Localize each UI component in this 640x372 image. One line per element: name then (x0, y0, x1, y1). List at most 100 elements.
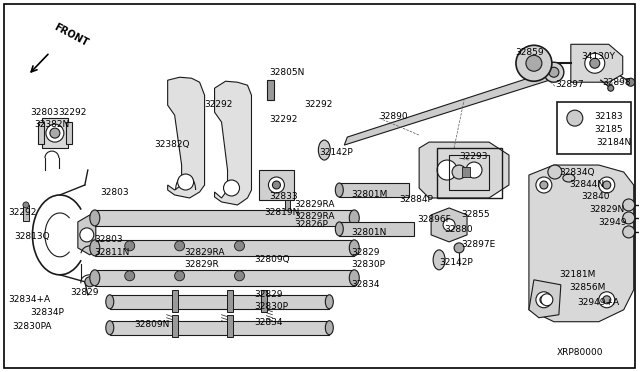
Ellipse shape (335, 183, 343, 197)
Circle shape (590, 58, 600, 68)
Polygon shape (66, 122, 72, 144)
Circle shape (623, 226, 635, 238)
Circle shape (585, 53, 605, 73)
Circle shape (125, 271, 135, 281)
Text: 34130Y: 34130Y (581, 52, 615, 61)
Text: 32382N: 32382N (34, 120, 69, 129)
Text: 32181M: 32181M (559, 270, 595, 279)
Bar (23, 205, 29, 221)
Text: 32834+A: 32834+A (8, 295, 50, 304)
Ellipse shape (433, 250, 445, 270)
Text: 32840: 32840 (581, 192, 609, 201)
Circle shape (234, 241, 244, 251)
Text: 32801N: 32801N (351, 228, 387, 237)
Bar (262, 290, 268, 312)
Bar (172, 290, 178, 312)
Bar (110, 321, 330, 335)
Text: 32834Q: 32834Q (559, 168, 595, 177)
Text: 32834: 32834 (351, 280, 380, 289)
Text: 32949+A: 32949+A (577, 298, 619, 307)
Bar (95, 270, 355, 286)
Text: 32896F: 32896F (417, 215, 451, 224)
Circle shape (437, 160, 457, 180)
Bar (227, 315, 232, 337)
Ellipse shape (90, 210, 100, 226)
Text: 32898: 32898 (603, 78, 632, 87)
Text: FRONT: FRONT (52, 22, 90, 48)
Text: 32292: 32292 (58, 108, 86, 117)
Text: 32859: 32859 (515, 48, 543, 57)
Polygon shape (571, 44, 623, 82)
Circle shape (536, 292, 552, 308)
Ellipse shape (325, 295, 333, 309)
Text: 32830P: 32830P (351, 260, 385, 269)
Text: 32830PA: 32830PA (12, 322, 51, 331)
Text: 32855: 32855 (461, 210, 490, 219)
Text: 32819N: 32819N (264, 208, 300, 217)
Bar (268, 80, 275, 100)
Circle shape (540, 181, 548, 189)
Ellipse shape (106, 321, 114, 335)
Text: 32803: 32803 (94, 235, 122, 244)
Circle shape (178, 174, 194, 190)
Text: 32884P: 32884P (399, 195, 433, 204)
Circle shape (567, 110, 583, 126)
Text: 32829RA: 32829RA (184, 248, 225, 257)
Bar (557, 102, 630, 154)
Text: 32292: 32292 (8, 208, 36, 217)
Polygon shape (596, 122, 617, 138)
Text: 32292: 32292 (305, 100, 333, 109)
Ellipse shape (349, 240, 359, 256)
Text: 32897E: 32897E (461, 240, 495, 249)
Polygon shape (78, 215, 96, 255)
Text: 32142P: 32142P (439, 258, 473, 267)
Text: 32829RA: 32829RA (294, 200, 335, 209)
Circle shape (599, 292, 615, 308)
Text: 32830P: 32830P (255, 302, 289, 311)
Ellipse shape (325, 321, 333, 335)
Circle shape (443, 219, 455, 231)
Circle shape (175, 271, 184, 281)
Text: 32880: 32880 (444, 225, 473, 234)
Text: 32183: 32183 (595, 112, 623, 121)
Text: 32805N: 32805N (269, 68, 305, 77)
Circle shape (466, 162, 482, 178)
Polygon shape (38, 122, 44, 144)
Circle shape (284, 218, 291, 226)
Circle shape (125, 241, 135, 251)
Circle shape (46, 124, 64, 142)
Circle shape (273, 181, 280, 189)
Bar (449, 155, 489, 190)
Text: 32803: 32803 (100, 188, 129, 197)
Text: 32811N: 32811N (94, 248, 129, 257)
Circle shape (544, 62, 564, 82)
Polygon shape (589, 105, 611, 135)
Polygon shape (344, 68, 562, 145)
Text: 32809N: 32809N (135, 320, 170, 329)
Circle shape (599, 177, 615, 193)
Circle shape (536, 177, 552, 193)
Circle shape (50, 128, 60, 138)
Text: 32829RA: 32829RA (294, 212, 335, 221)
Text: 32185: 32185 (595, 125, 623, 134)
Ellipse shape (349, 270, 359, 286)
Circle shape (454, 243, 464, 253)
Circle shape (23, 202, 29, 208)
Text: 32829: 32829 (255, 290, 283, 299)
Circle shape (627, 78, 635, 86)
Circle shape (85, 277, 95, 287)
Circle shape (541, 294, 553, 306)
Circle shape (452, 165, 466, 179)
Polygon shape (529, 165, 634, 322)
Text: 32142P: 32142P (319, 148, 353, 157)
Polygon shape (529, 280, 561, 318)
Text: 32292: 32292 (269, 115, 298, 124)
Circle shape (603, 181, 611, 189)
Circle shape (526, 55, 542, 71)
Circle shape (603, 296, 611, 304)
Circle shape (623, 212, 635, 224)
Text: 32844N: 32844N (569, 180, 604, 189)
Text: 32829R: 32829R (184, 260, 220, 269)
Text: 32834: 32834 (255, 318, 283, 327)
Ellipse shape (90, 240, 100, 256)
